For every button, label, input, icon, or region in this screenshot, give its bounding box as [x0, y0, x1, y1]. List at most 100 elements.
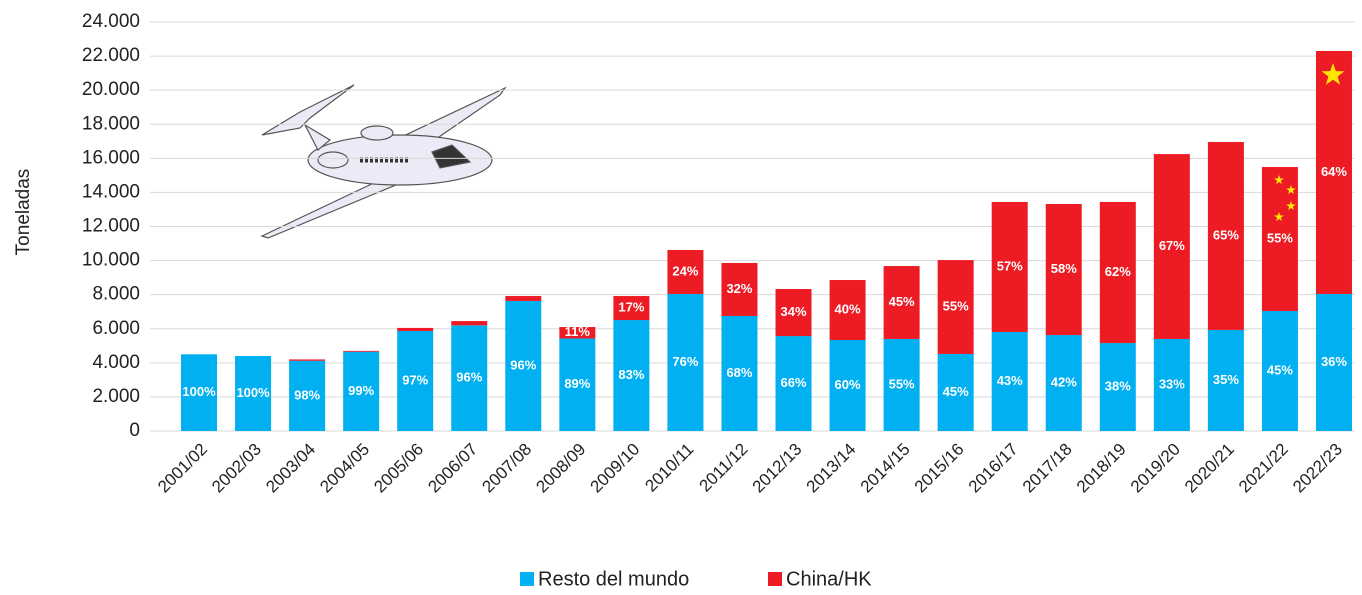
percent-label: 99% [348, 383, 374, 398]
bar-segment [775, 336, 812, 431]
x-tick-label: 2019/20 [1127, 440, 1184, 497]
bar-segment [1099, 201, 1136, 344]
star [1274, 212, 1284, 221]
x-tick-label: 2010/11 [641, 440, 697, 496]
percent-label: 64% [1321, 164, 1347, 179]
x-tick-label: 2016/17 [965, 440, 1022, 497]
bar-segment [397, 327, 434, 331]
percent-label: 45% [943, 384, 969, 399]
percent-label: 42% [1051, 374, 1077, 389]
bar-segment [721, 262, 758, 316]
bar-segment [1153, 154, 1190, 339]
percent-label: 98% [294, 387, 320, 402]
star [1321, 63, 1345, 85]
star [1274, 175, 1284, 184]
percent-label: 100% [236, 385, 270, 400]
star [1286, 185, 1296, 194]
y-tick-label: 14.000 [82, 181, 140, 202]
percent-label: 57% [997, 258, 1023, 273]
bar-segment [343, 351, 380, 431]
bar-segment [505, 300, 542, 431]
y-tick-label: 12.000 [82, 216, 140, 237]
percent-label: 67% [1159, 238, 1185, 253]
x-tick-label: 2006/07 [424, 440, 481, 497]
bar-segment [1207, 329, 1244, 431]
x-tick-label: 2022/23 [1289, 440, 1346, 497]
percent-label: 100% [182, 384, 216, 399]
y-axis-label: Toneladas [13, 169, 34, 256]
bar-segment [775, 289, 812, 337]
bar-segment [559, 327, 596, 339]
percent-label: 32% [726, 281, 752, 296]
bar-segment [721, 315, 758, 431]
x-tick-label: 2003/04 [262, 440, 319, 497]
x-tick-label: 2005/06 [370, 440, 427, 497]
bar-segment [991, 331, 1028, 431]
percent-label: 36% [1321, 354, 1347, 369]
x-tick-label: 2008/09 [532, 440, 589, 497]
percent-label: 17% [618, 299, 644, 314]
percent-label: 58% [1051, 261, 1077, 276]
legend-swatch [520, 572, 534, 586]
percent-label: 55% [943, 298, 969, 313]
bar-segment [1207, 141, 1244, 330]
percent-label: 89% [564, 376, 590, 391]
percent-label: 40% [835, 301, 861, 316]
bar-segment [1153, 338, 1190, 431]
y-tick-label: 22.000 [82, 45, 140, 66]
bar-segment [829, 339, 866, 431]
bar-segment [289, 359, 326, 361]
y-tick-label: 20.000 [82, 79, 140, 100]
y-tick-label: 0 [129, 420, 140, 441]
y-tick-label: 10.000 [82, 250, 140, 271]
legend-swatch [768, 572, 782, 586]
bar-segment [451, 325, 488, 431]
bar-segment [991, 201, 1028, 332]
percent-label: 55% [1267, 230, 1293, 245]
x-tick-label: 2002/03 [208, 440, 265, 497]
bar-segment [235, 356, 272, 431]
bar-segment [289, 360, 326, 431]
percent-label: 43% [997, 373, 1023, 388]
bar-segment [937, 260, 974, 354]
x-tick-label: 2013/14 [803, 440, 860, 497]
bar-segment [613, 296, 650, 321]
bar-segment [937, 353, 974, 431]
bar-segment [667, 293, 704, 431]
bar-segment [613, 320, 650, 431]
percent-label: 68% [726, 365, 752, 380]
bar-segment [883, 338, 920, 431]
percent-label: 66% [781, 375, 807, 390]
x-tick-label: 2004/05 [316, 440, 373, 497]
x-tick-label: 2011/12 [695, 440, 751, 496]
percent-label: 35% [1213, 372, 1239, 387]
x-tick-label: 2001/02 [154, 440, 211, 497]
bar-segment [1261, 311, 1298, 431]
bar-segment [883, 266, 920, 339]
x-tick-label: 2014/15 [857, 440, 914, 497]
percent-label: 45% [1267, 362, 1293, 377]
x-tick-label: 2009/10 [586, 440, 643, 497]
y-tick-label: 18.000 [82, 113, 140, 134]
percent-label: 55% [889, 376, 915, 391]
star [1286, 201, 1296, 210]
percent-label: 97% [402, 372, 428, 387]
x-tick-label: 2018/19 [1073, 440, 1130, 497]
bar-segment [1045, 204, 1082, 336]
bar-segment [667, 250, 704, 294]
percent-label: 96% [456, 370, 482, 385]
bar-segment [181, 354, 218, 431]
bar-segment [1045, 335, 1082, 431]
y-tick-label: 2.000 [92, 386, 140, 407]
bar-segment [829, 280, 866, 340]
percent-label: 62% [1105, 264, 1131, 279]
y-tick-label: 16.000 [82, 147, 140, 168]
bar-segment [397, 330, 434, 431]
percent-label: 60% [835, 377, 861, 392]
x-tick-label: 2015/16 [911, 440, 968, 497]
bar-segment [1315, 293, 1352, 431]
bar-segment [559, 338, 596, 431]
bar-segment [451, 321, 488, 326]
percent-label: 11% [565, 324, 591, 339]
percent-label: 45% [889, 294, 915, 309]
